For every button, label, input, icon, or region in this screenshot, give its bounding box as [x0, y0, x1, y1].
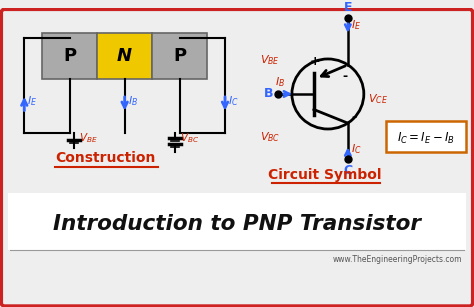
Bar — [42, 33, 97, 80]
Text: $I_C$: $I_C$ — [351, 142, 362, 156]
Text: Circuit Symbol: Circuit Symbol — [268, 168, 382, 182]
Text: $V_{BC}$: $V_{BC}$ — [260, 131, 280, 145]
Text: $I_B$: $I_B$ — [128, 94, 138, 107]
Text: -: - — [352, 111, 357, 124]
Text: www.TheEngineeringProjects.com: www.TheEngineeringProjects.com — [332, 255, 462, 264]
Bar — [9, 193, 465, 250]
Text: Construction: Construction — [55, 151, 155, 165]
Text: +: + — [310, 55, 320, 68]
Text: P: P — [63, 47, 76, 65]
Text: C: C — [343, 164, 352, 177]
Bar — [97, 33, 152, 80]
Text: N: N — [117, 47, 132, 65]
Text: Introduction to PNP Transistor: Introduction to PNP Transistor — [53, 214, 421, 234]
Text: $V_{BC}$: $V_{BC}$ — [180, 132, 199, 146]
Text: $V_{BE}$: $V_{BE}$ — [80, 132, 98, 146]
FancyBboxPatch shape — [386, 121, 465, 152]
Text: $V_{CE}$: $V_{CE}$ — [368, 92, 388, 106]
Text: $I_C$: $I_C$ — [228, 94, 239, 107]
FancyBboxPatch shape — [1, 9, 473, 306]
Text: $I_B$: $I_B$ — [275, 75, 285, 89]
Text: -: - — [343, 70, 348, 84]
Text: B: B — [264, 87, 273, 100]
Text: $I_E$: $I_E$ — [27, 94, 37, 107]
Bar — [152, 33, 207, 80]
Text: E: E — [344, 1, 352, 14]
Text: $I_E$: $I_E$ — [351, 18, 361, 32]
Text: $I_C = I_E - I_B$: $I_C = I_E - I_B$ — [397, 131, 455, 146]
Text: P: P — [173, 47, 186, 65]
Text: $V_{BE}$: $V_{BE}$ — [260, 53, 280, 67]
